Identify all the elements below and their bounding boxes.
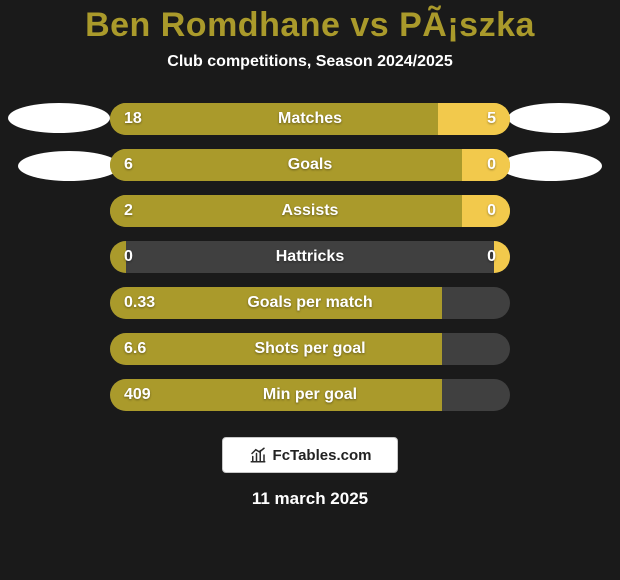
stat-value-left: 18	[124, 110, 142, 128]
stat-value-right: 0	[487, 156, 496, 174]
player2-badge-top	[508, 103, 610, 133]
stat-label: Min per goal	[263, 386, 357, 404]
stat-row: 0.33 Goals per match	[110, 287, 510, 319]
stat-value-left: 6.6	[124, 340, 146, 358]
stat-value-left: 0	[124, 248, 133, 266]
stat-value-left: 409	[124, 386, 151, 404]
stat-row: 2 Assists 0	[110, 195, 510, 227]
stat-label: Matches	[278, 110, 342, 128]
stat-label: Hattricks	[276, 248, 344, 266]
stat-value-right: 5	[487, 110, 496, 128]
stat-row: 6.6 Shots per goal	[110, 333, 510, 365]
stat-row: 18 Matches 5	[110, 103, 510, 135]
chart-icon	[249, 446, 267, 464]
stat-label: Shots per goal	[254, 340, 365, 358]
stat-row: 409 Min per goal	[110, 379, 510, 411]
stat-row: 0 Hattricks 0	[110, 241, 510, 273]
stat-value-right: 0	[487, 202, 496, 220]
stat-value-left: 6	[124, 156, 133, 174]
date-text: 11 march 2025	[0, 489, 620, 509]
player2-badge-bottom	[500, 151, 602, 181]
stats-area: 18 Matches 5 6 Goals 0 2 Assists 0 0 Hattricks 0 0.3…	[0, 103, 620, 411]
stat-rows: 18 Matches 5 6 Goals 0 2 Assists 0 0 Hattricks 0 0.3…	[110, 103, 510, 411]
stat-value-left: 0.33	[124, 294, 155, 312]
stat-value-right: 0	[487, 248, 496, 266]
player1-badge-top	[8, 103, 110, 133]
stat-label: Goals	[288, 156, 332, 174]
comparison-title: Ben Romdhane vs PÃ¡szka	[0, 0, 620, 45]
comparison-subtitle: Club competitions, Season 2024/2025	[0, 53, 620, 71]
stat-value-left: 2	[124, 202, 133, 220]
stat-label: Assists	[282, 202, 339, 220]
brand-text: FcTables.com	[273, 447, 372, 464]
stat-label: Goals per match	[247, 294, 372, 312]
brand-badge[interactable]: FcTables.com	[222, 437, 398, 473]
stat-row: 6 Goals 0	[110, 149, 510, 181]
player1-badge-bottom	[18, 151, 120, 181]
